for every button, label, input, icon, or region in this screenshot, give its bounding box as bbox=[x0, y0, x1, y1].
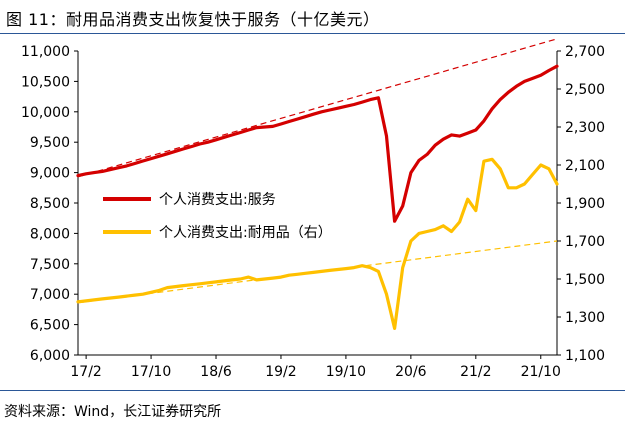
y-right-tick-label: 1,100 bbox=[565, 348, 605, 364]
line-chart: 6,000 6,500 7,000 7,500 8,000 8,500 9,000 9,500… bbox=[21, 38, 605, 380]
figure-title: 图 11：耐用品消费支出恢复快于服务（十亿美元） bbox=[6, 6, 379, 30]
x-tick-label: 20/6 bbox=[395, 364, 427, 380]
y-right-tick-label: 2,100 bbox=[565, 158, 605, 174]
services-trend-line bbox=[77, 38, 558, 178]
y-left-tick-label: 9,500 bbox=[30, 135, 70, 151]
legend-label-services: 个人消费支出:服务 bbox=[159, 192, 276, 208]
source-note: 资料来源：Wind，长江证券研究所 bbox=[4, 404, 222, 420]
figure-title-bar: 图 11：耐用品消费支出恢复快于服务（十亿美元） bbox=[0, 0, 625, 34]
y-right-tick-label: 1,700 bbox=[565, 234, 605, 250]
y-left-tick-label: 8,500 bbox=[30, 196, 70, 212]
x-tick-label: 19/2 bbox=[265, 364, 296, 380]
durables-series-line bbox=[76, 157, 559, 330]
y-left-tick-label: 9,000 bbox=[30, 166, 70, 182]
figure-label: 图 11： bbox=[6, 10, 66, 29]
y-right-tick-label: 1,900 bbox=[565, 196, 605, 212]
y-right-tick-label: 2,700 bbox=[565, 44, 605, 60]
y-right-tick-label: 2,300 bbox=[565, 120, 605, 136]
x-tick-label: 21/2 bbox=[460, 364, 491, 380]
x-tick-label: 17/10 bbox=[131, 364, 171, 380]
y-left-tick-label: 10,500 bbox=[21, 74, 70, 90]
y-left-tick-label: 7,000 bbox=[30, 287, 70, 303]
y-left-tick-label: 7,500 bbox=[30, 257, 70, 273]
y-right-tick-label: 1,300 bbox=[565, 310, 605, 326]
source-footer: 资料来源：Wind，长江证券研究所 bbox=[0, 390, 625, 430]
x-tick-label: 21/10 bbox=[521, 364, 561, 380]
y-left-tick-label: 10,000 bbox=[21, 105, 70, 121]
services-series-line bbox=[76, 64, 559, 223]
x-tick-label: 19/10 bbox=[326, 364, 366, 380]
y-left-tick-label: 6,000 bbox=[30, 348, 70, 364]
y-right-tick-label: 2,500 bbox=[565, 82, 605, 98]
y-right-tick-label: 1,500 bbox=[565, 272, 605, 288]
y-left-tick-label: 6,500 bbox=[30, 318, 70, 334]
y-left-tick-label: 11,000 bbox=[21, 44, 70, 60]
legend-label-durables: 个人消费支出:耐用品（右） bbox=[159, 225, 332, 241]
figure-title-text: 耐用品消费支出恢复快于服务（十亿美元） bbox=[65, 10, 380, 29]
y-left-tick-label: 8,000 bbox=[30, 226, 70, 242]
x-tick-label: 17/2 bbox=[70, 364, 101, 380]
x-tick-label: 18/6 bbox=[200, 364, 232, 380]
